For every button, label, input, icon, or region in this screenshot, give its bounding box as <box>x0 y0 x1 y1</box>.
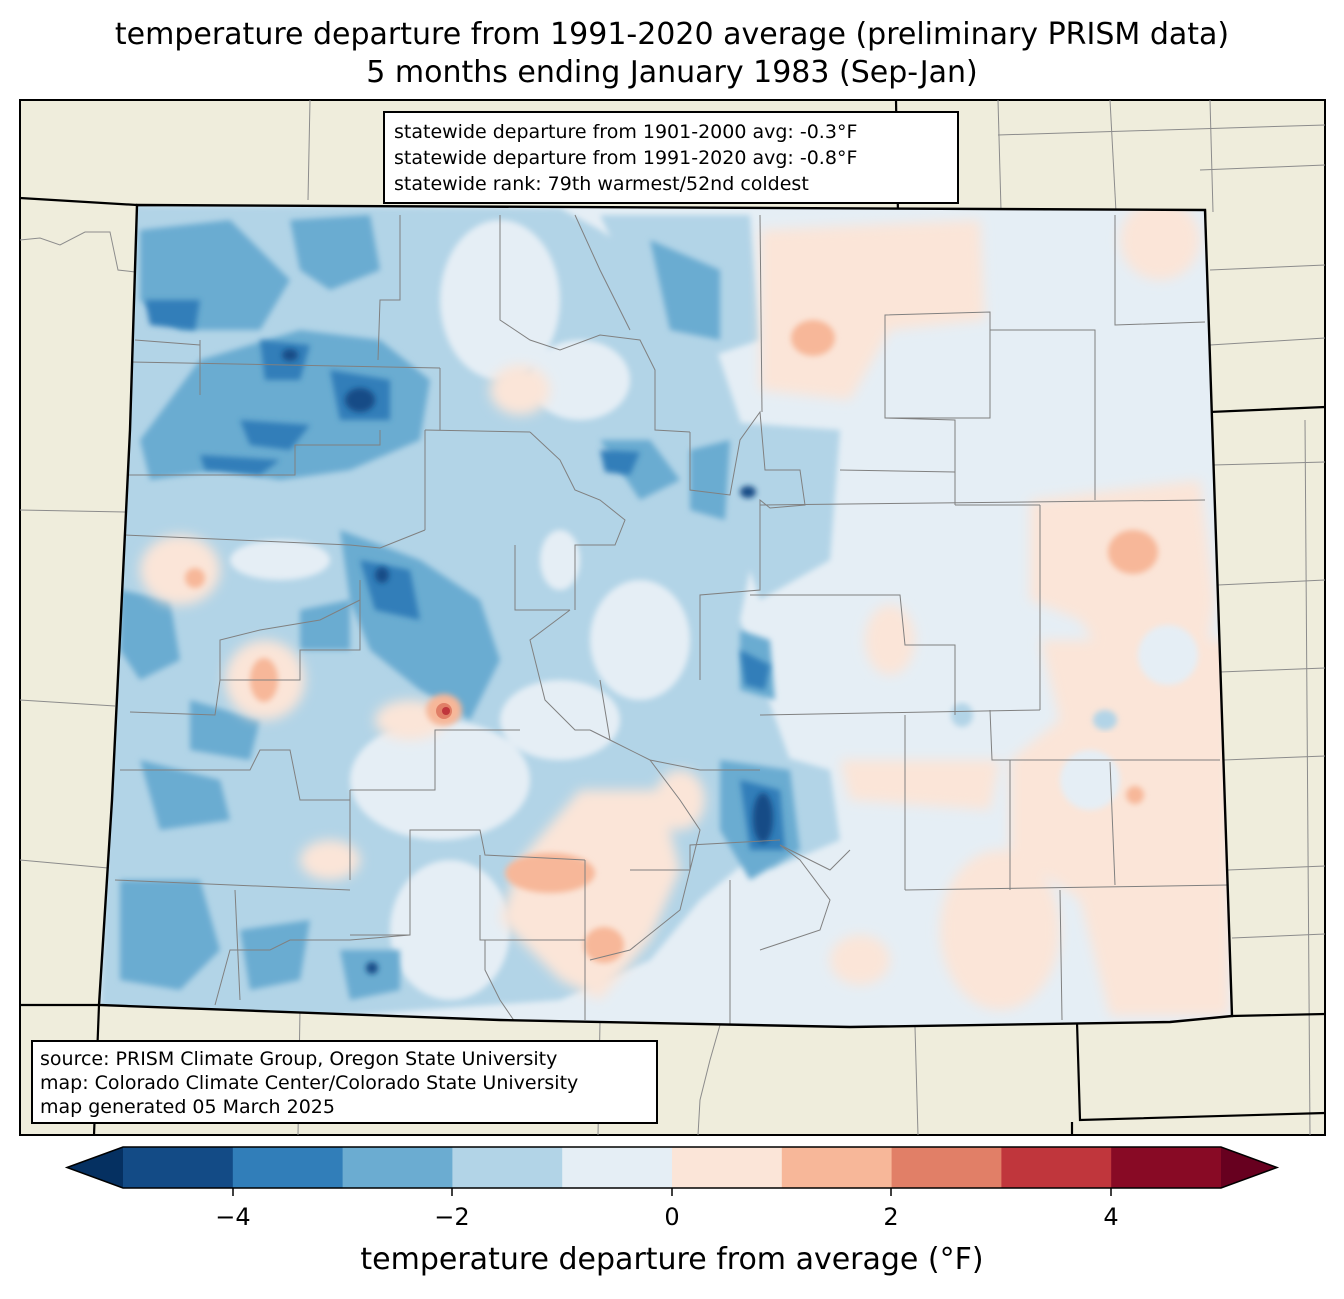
temperature-field <box>99 205 1232 1027</box>
map-credit-line: map: Colorado Climate Center/Colorado St… <box>40 1072 579 1094</box>
stat-rank: statewide rank: 79th warmest/52nd coldes… <box>394 173 809 195</box>
colorbar-bin <box>781 1147 893 1188</box>
colorbar-tick-label: 4 <box>1103 1203 1119 1231</box>
map-title-line2: 5 months ending January 1983 (Sep-Jan) <box>366 55 978 90</box>
map-title-line1: temperature departure from 1991-2020 ave… <box>114 17 1230 52</box>
stat-departure-1991-2020: statewide departure from 1991-2020 avg: … <box>394 147 858 169</box>
colorbar-label: temperature departure from average (°F) <box>360 1242 984 1277</box>
neighbor-county-lines <box>19 99 1326 1136</box>
colorbar-bin <box>562 1147 673 1188</box>
colorbar-extend-low <box>67 1147 123 1188</box>
colorbar-bin <box>342 1147 453 1188</box>
colorbar-bin <box>1111 1147 1222 1188</box>
colorbar-bin <box>672 1147 783 1188</box>
colorbar-bin <box>232 1147 344 1188</box>
colorbar-tick-label: 0 <box>664 1203 680 1231</box>
colorbar <box>64 1146 1280 1189</box>
colorbar-tick-label: −4 <box>215 1203 251 1231</box>
statewide-stats-box: statewide departure from 1901-2000 avg: … <box>383 111 959 204</box>
colorbar-tick-label: −2 <box>434 1203 470 1231</box>
generated-date-line: map generated 05 March 2025 <box>40 1096 335 1118</box>
colorbar-bin <box>891 1147 1002 1188</box>
colorado-border <box>97 203 1234 1029</box>
colorbar-ticks <box>232 1188 1112 1196</box>
colorbar-bin <box>1001 1147 1112 1188</box>
colorbar-extend-high <box>1221 1147 1277 1188</box>
county-lines <box>114 214 1231 1025</box>
colorbar-tick-label: 2 <box>883 1203 899 1231</box>
colorbar-bin <box>123 1147 234 1188</box>
colorbar-bin <box>452 1147 563 1188</box>
colorbar-outline <box>64 1146 1280 1189</box>
source-line: source: PRISM Climate Group, Oregon Stat… <box>40 1048 558 1070</box>
source-box: source: PRISM Climate Group, Oregon Stat… <box>31 1040 658 1124</box>
stat-departure-1901-2000: statewide departure from 1901-2000 avg: … <box>394 121 858 143</box>
